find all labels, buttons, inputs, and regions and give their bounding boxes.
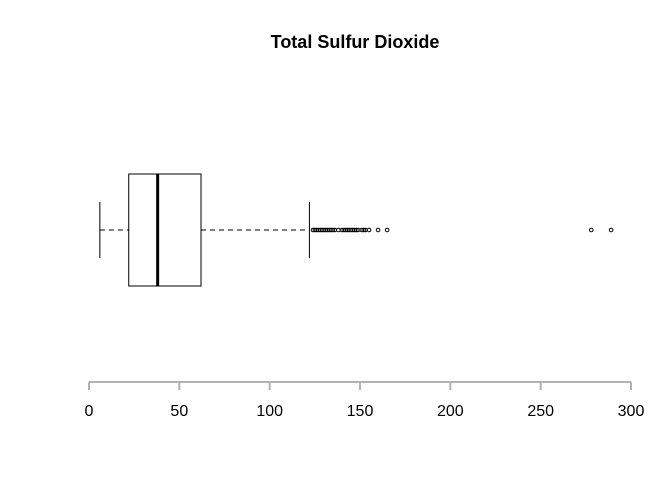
outlier-point bbox=[354, 227, 359, 233]
x-tick-label: 150 bbox=[347, 403, 374, 420]
outlier-point bbox=[588, 227, 594, 233]
x-tick-label: 50 bbox=[170, 403, 188, 420]
outlier-point bbox=[375, 227, 381, 233]
outlier-point bbox=[366, 227, 372, 233]
outlier-point bbox=[384, 227, 390, 233]
x-tick-label: 300 bbox=[618, 403, 645, 420]
chart-title: Total Sulfur Dioxide bbox=[271, 32, 440, 52]
outlier-point bbox=[330, 227, 336, 233]
outlier-point bbox=[336, 227, 341, 233]
x-axis: 0 50 100 150 200 250 300 bbox=[85, 381, 645, 420]
x-tick-label: 0 bbox=[85, 403, 94, 420]
x-tick-label: 250 bbox=[527, 403, 554, 420]
outlier-point bbox=[361, 227, 366, 233]
x-tick-label: 200 bbox=[437, 403, 464, 420]
iqr-box bbox=[128, 173, 202, 287]
x-tick-label: 100 bbox=[256, 403, 283, 420]
outlier-point bbox=[608, 227, 614, 233]
boxplot-area bbox=[99, 173, 614, 287]
